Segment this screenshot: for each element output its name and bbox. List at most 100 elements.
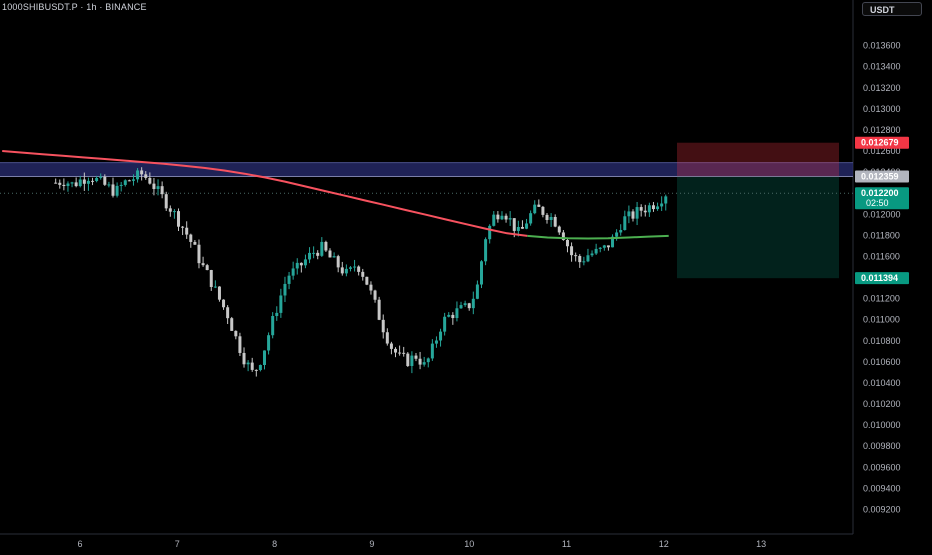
- candle: [455, 301, 459, 322]
- candle: [230, 316, 234, 331]
- candle: [373, 289, 377, 303]
- candle-body: [172, 211, 176, 213]
- candle-body: [250, 362, 254, 370]
- price-tick-label: 0.010200: [863, 399, 901, 409]
- candle-body: [258, 365, 262, 371]
- candle-body: [369, 284, 373, 291]
- candle-body: [185, 227, 189, 235]
- candle-body: [430, 343, 434, 359]
- currency-button[interactable]: USDT: [862, 2, 922, 16]
- candle-body: [398, 352, 402, 354]
- candle-body: [443, 316, 447, 332]
- price-tick-label: 0.013600: [863, 41, 901, 51]
- candle: [541, 205, 545, 218]
- candle: [627, 205, 631, 224]
- candle: [74, 177, 78, 188]
- candle-body: [148, 177, 152, 184]
- candle: [291, 261, 295, 280]
- candle: [467, 302, 471, 311]
- candle-body: [246, 362, 250, 365]
- time-axis-ticks: 6 7 8 9 10 11 12 13: [0, 533, 853, 549]
- candle: [66, 181, 70, 192]
- candle: [262, 350, 266, 370]
- candle-body: [115, 185, 119, 196]
- candle-body: [594, 248, 598, 254]
- candle-body: [205, 265, 209, 271]
- candle-body: [230, 318, 234, 331]
- candle-body: [242, 352, 246, 365]
- candle: [115, 182, 119, 198]
- candle: [271, 312, 275, 339]
- candle: [451, 312, 455, 325]
- time-tick-label: 8: [272, 539, 277, 549]
- candle-body: [54, 182, 58, 184]
- candle-body: [484, 239, 488, 262]
- stop-price-text: 0.012679: [861, 138, 899, 148]
- candle-body: [516, 227, 520, 231]
- candle: [160, 181, 164, 199]
- candle: [86, 177, 90, 191]
- candle-body: [131, 179, 135, 181]
- candle: [320, 237, 324, 257]
- candle: [447, 312, 451, 318]
- candle-body: [123, 180, 127, 185]
- price-tick-label: 0.011200: [863, 294, 900, 304]
- candle-body: [615, 232, 619, 237]
- candle: [434, 336, 438, 348]
- candle-body: [582, 261, 586, 263]
- candle: [525, 218, 529, 230]
- candle-body: [606, 245, 610, 248]
- short-position-tool[interactable]: [0, 142, 853, 279]
- candle: [344, 264, 348, 277]
- candle-body: [557, 226, 561, 233]
- candle: [144, 171, 148, 180]
- candle: [578, 254, 582, 268]
- candle-body: [303, 259, 307, 266]
- candle-body: [602, 245, 606, 248]
- candle-body: [328, 250, 332, 258]
- candle: [484, 237, 488, 266]
- candle: [414, 352, 418, 362]
- candle-body: [82, 179, 86, 184]
- candle-body: [66, 183, 70, 186]
- candle-body: [381, 319, 385, 333]
- candle-body: [95, 177, 99, 182]
- candle-body: [340, 267, 344, 274]
- candle-body: [86, 180, 90, 184]
- candle-body: [500, 215, 504, 220]
- candle-body: [78, 179, 82, 187]
- candle: [78, 175, 82, 188]
- price-tick-label: 0.011000: [863, 315, 900, 325]
- candle-body: [324, 241, 328, 251]
- time-tick-label: 12: [659, 539, 669, 549]
- candle: [250, 357, 254, 372]
- candle-body: [651, 205, 655, 210]
- candle-body: [623, 216, 627, 231]
- candle: [488, 224, 492, 244]
- price-tick-label: 0.009200: [863, 504, 901, 514]
- candle: [361, 268, 365, 281]
- price-tick-label: 0.009400: [863, 483, 901, 493]
- candle-body: [70, 182, 74, 184]
- candle: [103, 174, 107, 186]
- candle-body: [373, 290, 377, 300]
- candle: [602, 244, 606, 251]
- countdown-text: 02:50: [866, 198, 889, 208]
- candle-body: [619, 230, 623, 233]
- entry-price-tag: [855, 170, 909, 183]
- candle-body: [168, 208, 172, 212]
- candle: [475, 280, 479, 300]
- candle: [533, 200, 537, 215]
- candle: [439, 328, 443, 347]
- candle: [369, 281, 373, 295]
- candle-body: [156, 186, 160, 189]
- candle: [385, 328, 389, 346]
- candle: [611, 234, 615, 248]
- candle: [275, 306, 279, 321]
- candle: [299, 262, 303, 273]
- candle-body: [525, 223, 529, 229]
- moving-average-line: [2, 150, 669, 240]
- time-tick-label: 11: [562, 539, 571, 549]
